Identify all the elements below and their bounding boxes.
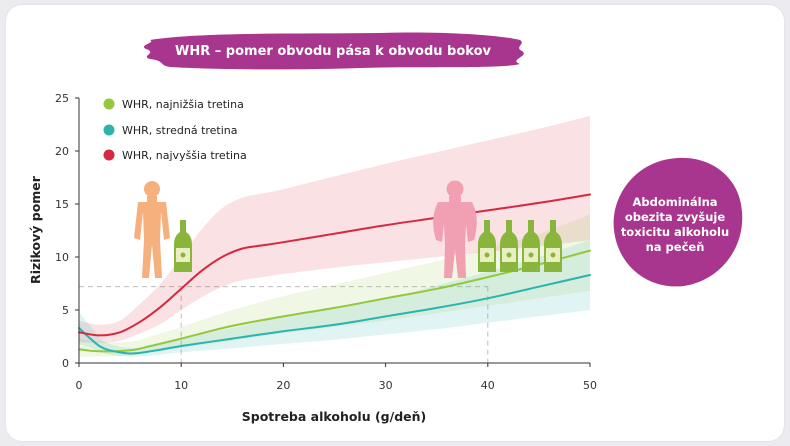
callout-badge-shape [613, 157, 743, 287]
x-tick-label: 40 [481, 379, 495, 392]
y-tick-label: 15 [55, 198, 69, 211]
axes [78, 98, 590, 364]
y-axis-label: Rizikový pomer [28, 175, 43, 284]
series-line-lowest [78, 249, 591, 353]
legend-marker-middle [103, 124, 115, 136]
legend: WHR, najnižšia tretina WHR, stredná tret… [103, 98, 247, 162]
bottle-icon [500, 220, 518, 272]
confidence-band-lowest [79, 214, 590, 357]
x-tick-label: 0 [76, 379, 83, 392]
tick-labels: 0 10 20 30 40 50 0 5 10 15 20 25 [55, 92, 597, 392]
confidence-band-highest [79, 116, 590, 343]
illustration-heavy-person [433, 180, 477, 278]
legend-marker-lowest [103, 98, 115, 110]
x-tick-label: 20 [276, 379, 290, 392]
legend-label-lowest: WHR, najnižšia tretina [122, 98, 244, 111]
x-tick-label: 30 [379, 379, 393, 392]
bottle-icon [174, 220, 192, 272]
title-banner: WHR – pomer obvodu pása k obvodu bokov [143, 32, 524, 70]
y-tick-label: 20 [55, 145, 69, 158]
y-tick-label: 5 [62, 304, 69, 317]
legend-label-highest: WHR, najvyššia tretina [122, 149, 247, 162]
y-tick-label: 0 [62, 357, 69, 370]
reference-lines [79, 286, 489, 363]
bottle-icon [522, 220, 540, 272]
x-axis-label: Spotreba alkoholu (g/deň) [242, 409, 426, 424]
y-tick-label: 25 [55, 92, 69, 105]
x-tick-label: 50 [583, 379, 597, 392]
legend-label-middle: WHR, stredná tretina [122, 124, 238, 137]
chart-title: WHR – pomer obvodu pása k obvodu bokov [175, 44, 492, 59]
y-tick-label: 10 [55, 251, 69, 264]
x-tick-label: 10 [174, 379, 188, 392]
bottle-icon [478, 220, 496, 272]
title-brush-shape [143, 32, 524, 70]
illustration-slim-person [134, 181, 170, 278]
bottle-icon [544, 220, 562, 272]
callout-text: Abdominálna obezita zvyšuje toxicitu alk… [620, 195, 730, 254]
legend-marker-highest [103, 149, 115, 161]
series-line-middle [78, 274, 591, 355]
